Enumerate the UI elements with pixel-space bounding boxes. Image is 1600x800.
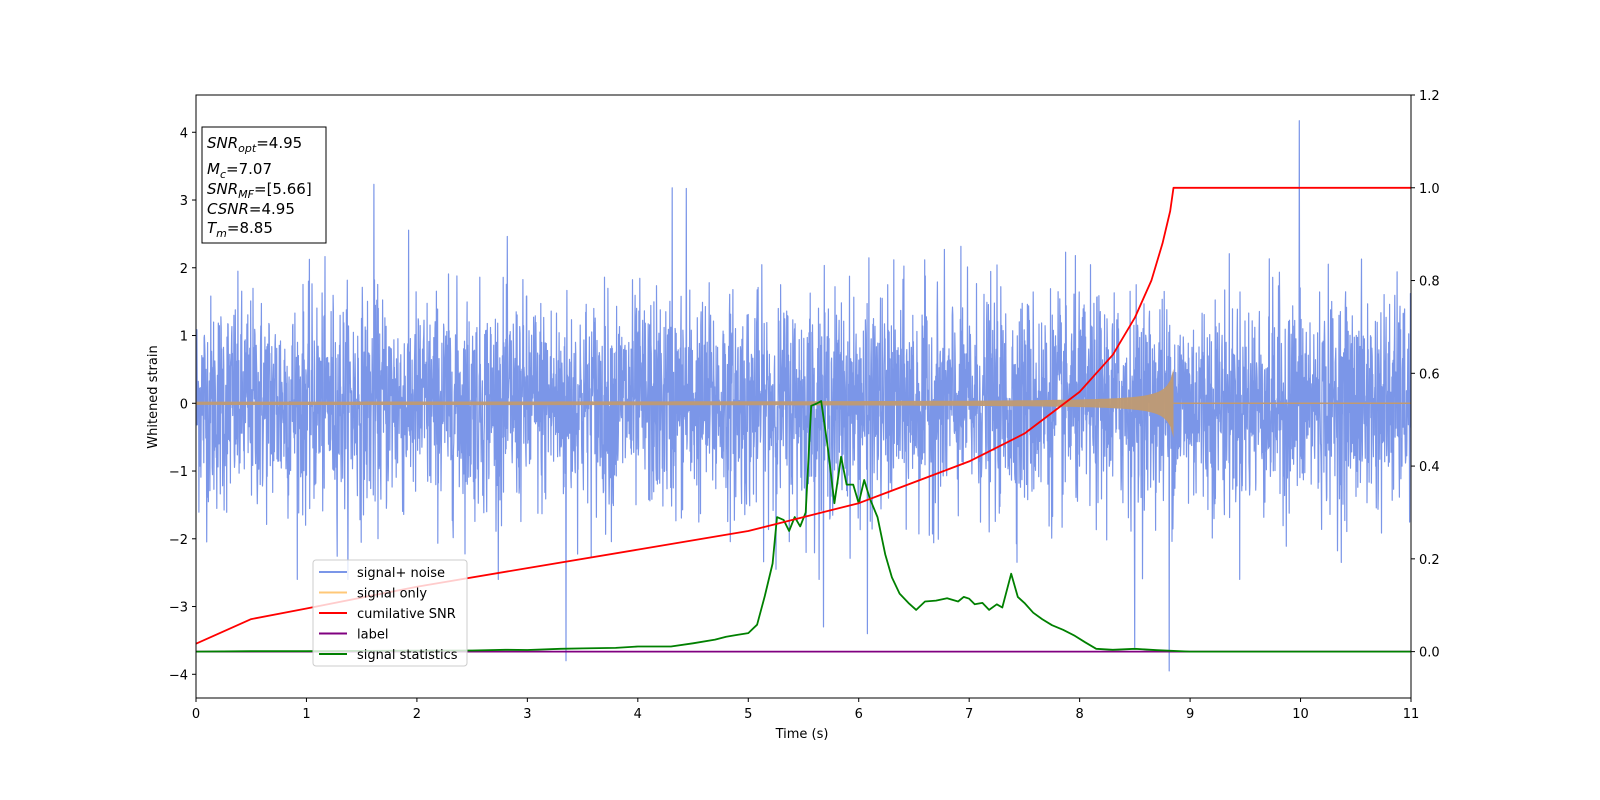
legend-label: label: [357, 628, 388, 643]
y-left-tick-label: 3: [180, 194, 188, 209]
info-csnr: CSNR=4.95: [207, 200, 295, 218]
x-tick-label: 3: [523, 707, 531, 722]
legend-label: signal+ noise: [357, 566, 445, 581]
legend-label: cumilative SNR: [357, 607, 456, 622]
plot-frame: [195, 94, 1412, 699]
y-axis-label: Whitened strain: [146, 345, 161, 448]
y-left-tick-label: −3: [169, 601, 188, 616]
x-tick-label: 5: [744, 707, 752, 722]
info-snr-opt: SNRopt=4.95: [207, 134, 302, 155]
y-left-tick-label: 1: [180, 330, 188, 345]
x-tick-label: 7: [965, 707, 973, 722]
signal-plus-noise-line: [196, 120, 1411, 672]
x-axis-label: Time (s): [775, 727, 829, 742]
y-left-tick-label: 4: [180, 126, 188, 141]
info-snr-mf: SNRMF=[5.66]: [207, 180, 312, 201]
y-left-tick-label: −1: [169, 465, 188, 480]
x-tick-label: 11: [1403, 707, 1420, 722]
y-axis-right-ticks: 0.0 0.2 0.4 0.6 0.8 1.0 1.2: [1411, 89, 1440, 661]
x-tick-label: 9: [1186, 707, 1194, 722]
signal-statistics-line: [196, 400, 1411, 653]
y-right-tick-label: 0.0: [1419, 646, 1440, 661]
info-box-frame: [201, 126, 327, 244]
y-right-tick-label: 1.0: [1419, 182, 1440, 197]
y-left-tick-label: −4: [169, 668, 188, 683]
x-tick-label: 8: [1075, 707, 1083, 722]
y-right-tick-label: 0.6: [1419, 367, 1440, 382]
y-right-tick-label: 0.4: [1419, 460, 1440, 475]
legend-label: signal only: [357, 587, 427, 602]
x-tick-label: 2: [413, 707, 421, 722]
series-signal-plus-noise: [196, 120, 1411, 672]
legend-frame: [312, 559, 468, 667]
y-right-tick-label: 0.2: [1419, 553, 1440, 568]
info-mc: Mc=7.07: [207, 160, 272, 181]
signal-only-envelope: [196, 368, 1174, 438]
y-right-tick-label: 0.8: [1419, 275, 1440, 290]
x-tick-label: 10: [1292, 707, 1309, 722]
x-tick-label: 0: [192, 707, 200, 722]
legend-label: signal statistics: [357, 648, 458, 663]
x-axis-ticks: 0 1 2 3 4 5 6 7 8 9 10 11: [192, 698, 1419, 722]
y-left-tick-label: −2: [169, 533, 188, 548]
legend: signal+ noise signal only cumilative SNR la…: [312, 559, 468, 667]
x-tick-label: 6: [855, 707, 863, 722]
info-box: SNRopt=4.95 Mc=7.07 SNRMF=[5.66] CSNR=4.…: [201, 126, 327, 244]
info-tm: Tm=8.85: [207, 219, 273, 240]
x-tick-label: 4: [634, 707, 642, 722]
y-axis-left-ticks: −4 −3 −2 −1 0 1 2 3 4: [169, 126, 196, 683]
x-tick-label: 1: [302, 707, 310, 722]
y-left-tick-label: 0: [180, 397, 188, 412]
series-signal-only: [196, 368, 1411, 438]
y-left-tick-label: 2: [180, 262, 188, 277]
y-right-tick-label: 1.2: [1419, 89, 1440, 104]
